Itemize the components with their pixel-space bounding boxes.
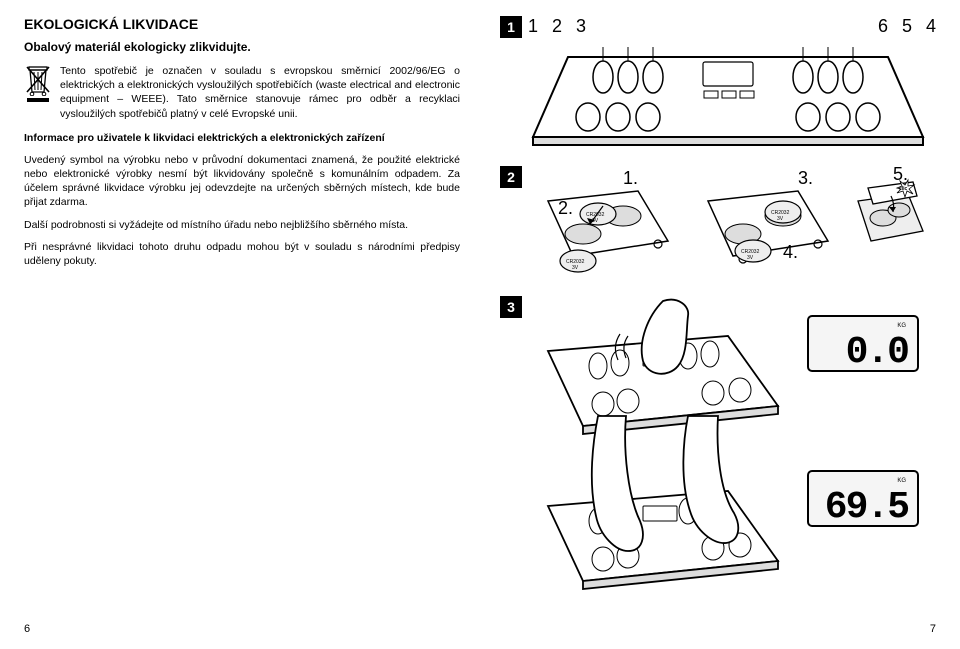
page-left: EKOLOGICKÁ LIKVIDACE Obalový materiál ek…: [0, 0, 480, 649]
scale-label-3: 3: [576, 16, 586, 37]
step-box-3: 3: [500, 296, 522, 318]
paragraph-2: Další podrobnosti si vyžádejte od místní…: [24, 218, 460, 232]
paragraph-1: Uvedený symbol na výrobku nebo v průvodn…: [24, 153, 460, 210]
svg-text:3V: 3V: [747, 255, 754, 261]
weee-text: Tento spotřebič je označen v souladu s e…: [60, 64, 460, 121]
scale-label-5: 5: [902, 16, 912, 37]
kg-label-2: KG: [897, 478, 906, 484]
step-1: 1.: [623, 168, 638, 188]
page-number-right: 7: [930, 623, 936, 635]
svg-text:3V: 3V: [777, 216, 784, 222]
clic-label: clic: [899, 186, 908, 192]
kg-label-1: KG: [897, 323, 906, 329]
figure-block-2: 2 CR2032 3V CR2032 3V: [500, 166, 936, 286]
step-box-1: 1: [500, 16, 522, 38]
paragraph-3: Při nesprávné likvidaci tohoto druhu odp…: [24, 240, 460, 268]
scale-label-6: 6: [878, 16, 888, 37]
step-2: 2.: [558, 198, 573, 218]
scale-label-1: 1: [528, 16, 538, 37]
page-number-left: 6: [24, 623, 30, 635]
weighing-diagram: KG 0.0: [528, 296, 928, 616]
scale-top-view-diagram: [528, 37, 928, 152]
subtitle: Obalový materiál ekologicky zlikvidujte.: [24, 40, 460, 54]
scale-label-4: 4: [926, 16, 936, 37]
step-4: 4.: [783, 242, 798, 262]
battery-install-diagram: CR2032 3V CR2032 3V 1. 2.: [528, 166, 928, 286]
weee-bar-icon: [27, 98, 49, 102]
step-3: 3.: [798, 168, 813, 188]
weee-block: Tento spotřebič je označen v souladu s e…: [24, 64, 460, 121]
svg-text:3V: 3V: [572, 265, 579, 271]
lcd-value-1: 0.0: [846, 331, 909, 374]
weee-icon: [24, 64, 52, 121]
figure-block-1: 1 1 2 3 6 5 4: [500, 16, 936, 156]
info-heading: Informace pro uživatele k likvidaci elek…: [24, 131, 460, 145]
page-right: 1 1 2 3 6 5 4: [480, 0, 960, 649]
scale-label-2: 2: [552, 16, 562, 37]
step-box-2: 2: [500, 166, 522, 188]
lcd-value-2: 69.5: [825, 486, 908, 529]
figure-block-3: 3: [500, 296, 936, 616]
page-title: EKOLOGICKÁ LIKVIDACE: [24, 16, 460, 32]
